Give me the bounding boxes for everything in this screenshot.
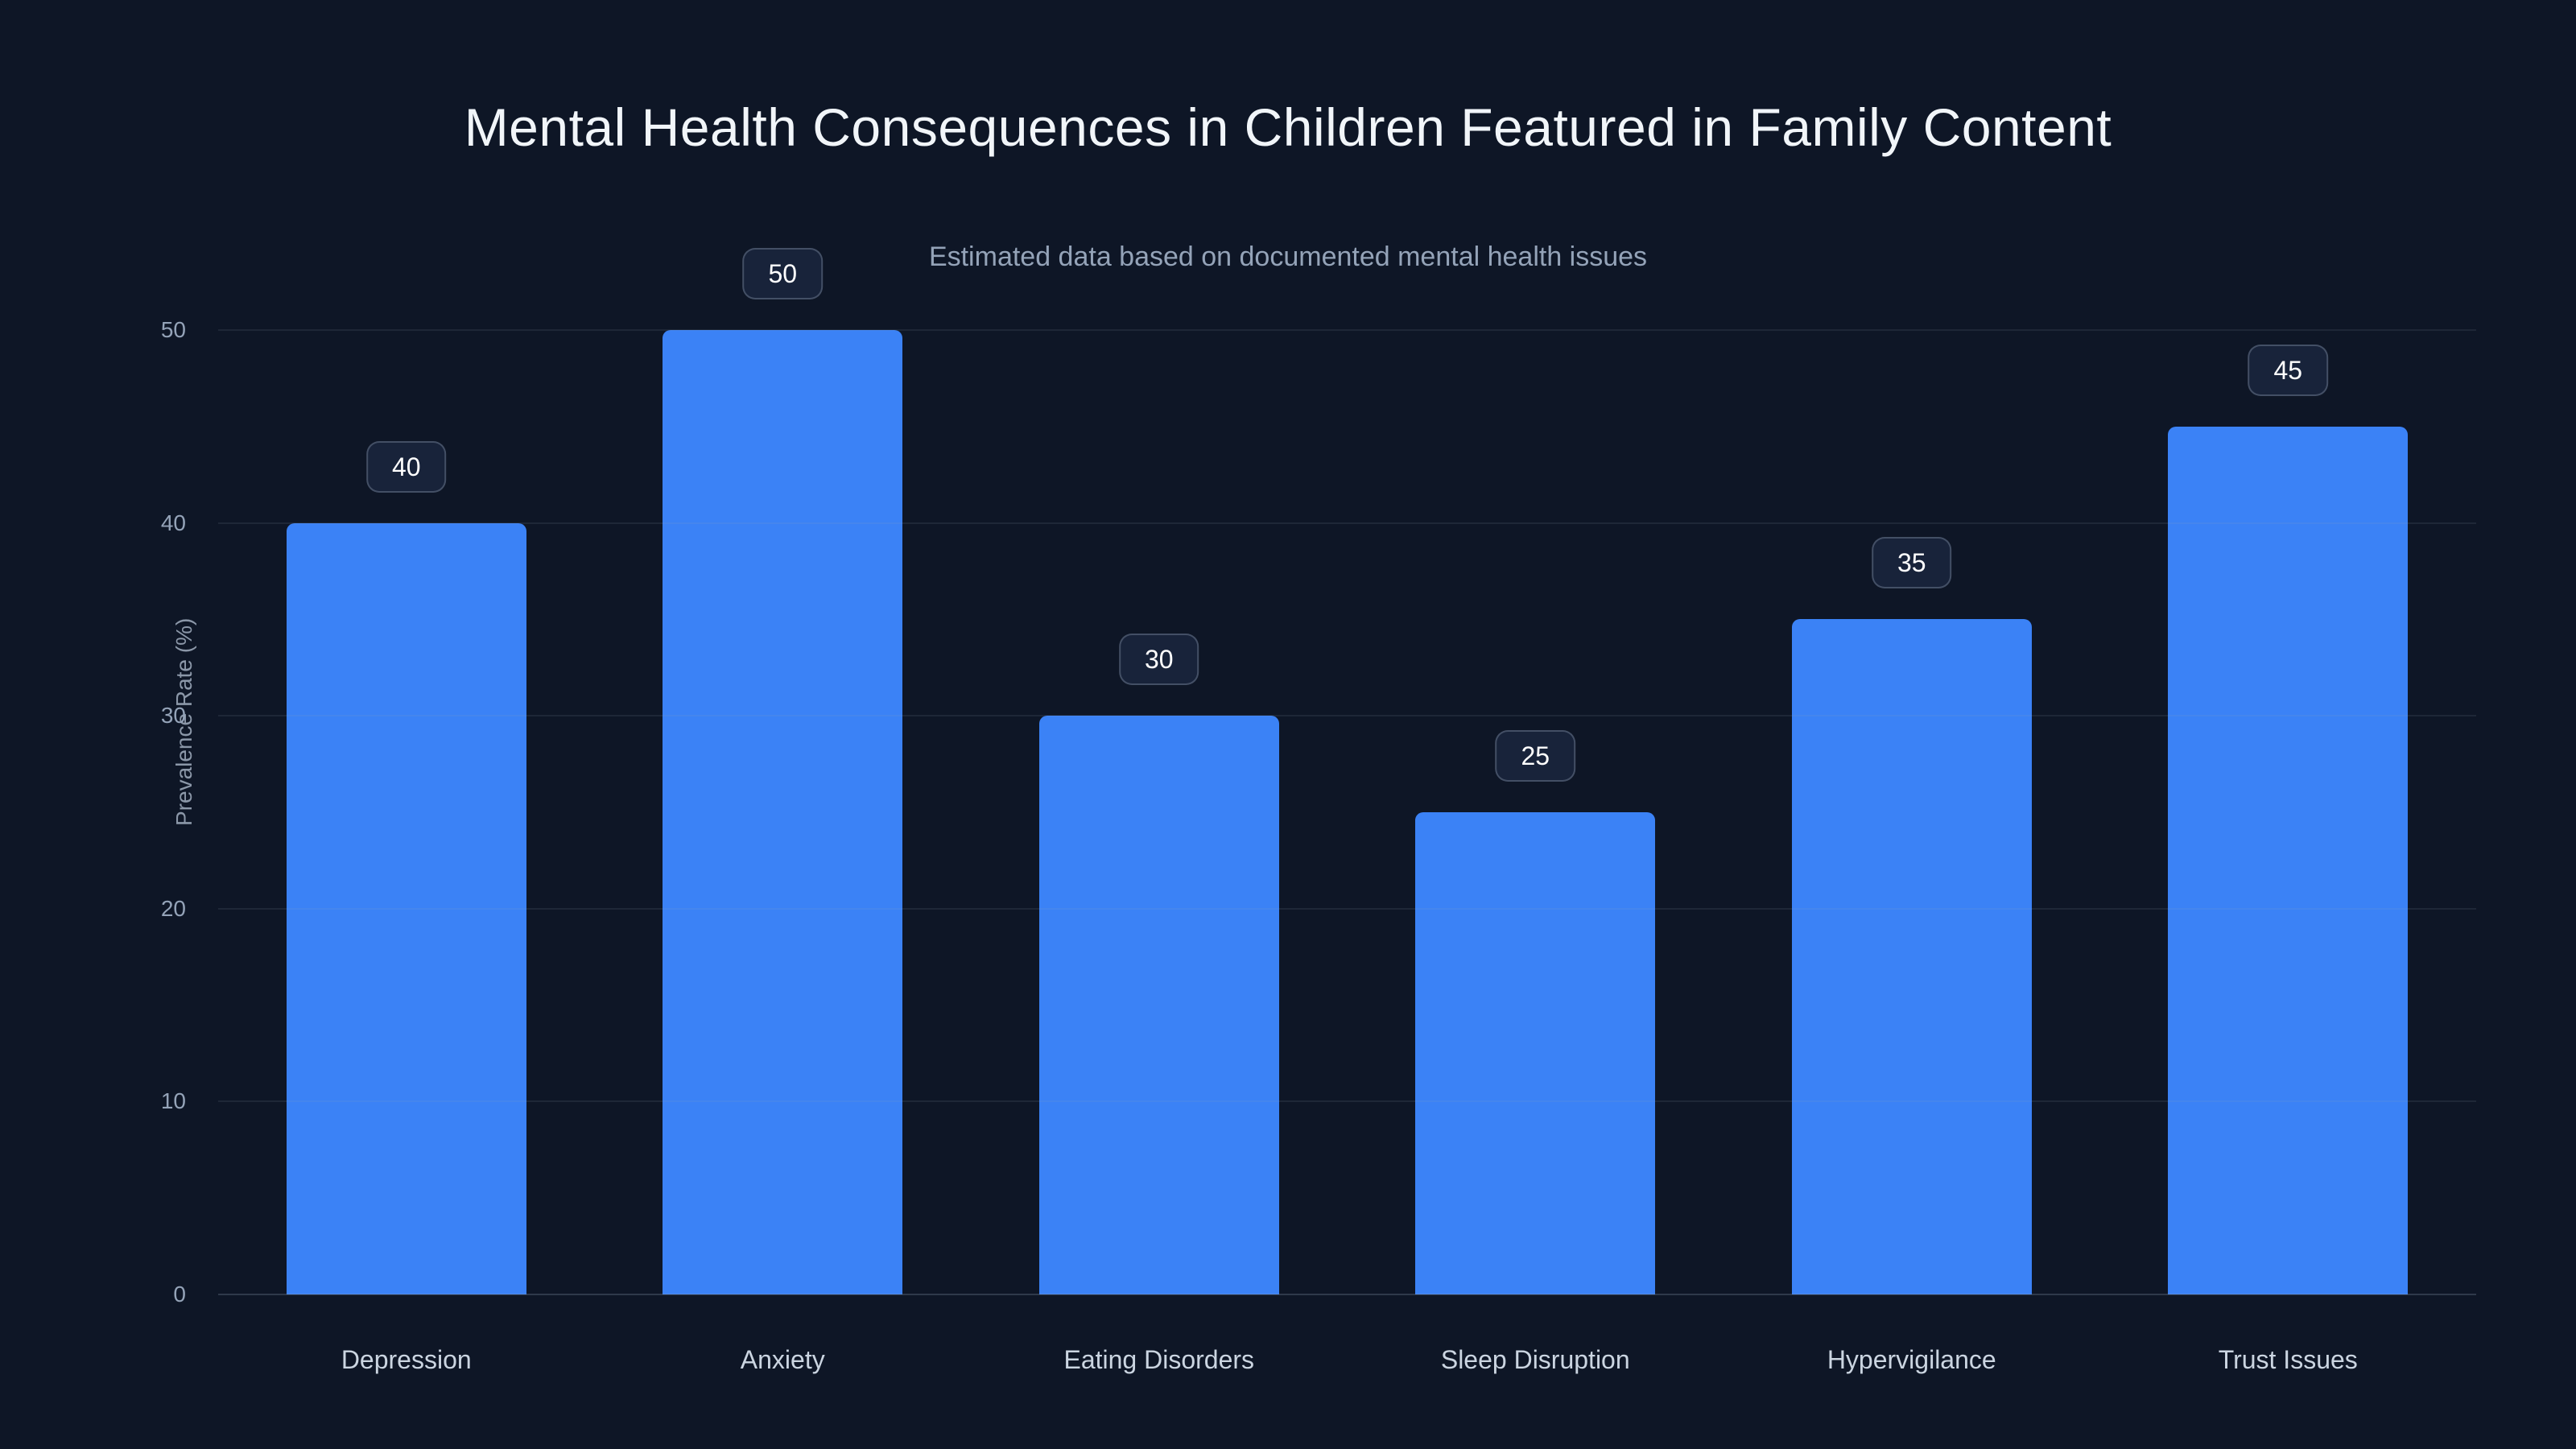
bar-group-trust-issues: 45 Trust Issues bbox=[2100, 330, 2477, 1374]
bar-value-badge-depression: 40 bbox=[365, 440, 447, 493]
bar-group-anxiety: 50 Anxiety bbox=[595, 248, 972, 1374]
bar-depression[interactable] bbox=[286, 522, 526, 1294]
y-tick-label-30: 30 bbox=[160, 703, 186, 729]
x-axis-label-depression: Depression bbox=[341, 1345, 472, 1374]
gridline-30 bbox=[218, 715, 2476, 717]
y-tick-label-40: 40 bbox=[160, 510, 186, 535]
bars-row: 40 Depression 50 Anxiety 30 Eating Disorders 2… bbox=[218, 248, 2477, 1374]
bar-group-depression: 40 Depression bbox=[218, 330, 595, 1374]
bar-value-badge-anxiety: 50 bbox=[742, 248, 824, 299]
gridline-10 bbox=[218, 1100, 2476, 1103]
x-axis-label-anxiety: Anxiety bbox=[740, 1345, 825, 1374]
gridline-0 bbox=[218, 1294, 2476, 1295]
gridline-50 bbox=[218, 329, 2476, 331]
plot-area: 40 Depression 50 Anxiety 30 Eating Disorders 2… bbox=[161, 248, 2477, 1374]
x-axis-label-sleep-disruption: Sleep Disruption bbox=[1440, 1345, 1630, 1374]
bar-value-badge-sleep-disruption: 25 bbox=[1495, 730, 1576, 782]
bar-sleep-disruption[interactable] bbox=[1415, 812, 1656, 1294]
x-axis-label-trust-issues: Trust Issues bbox=[2218, 1345, 2358, 1374]
bar-trust-issues[interactable] bbox=[2168, 426, 2409, 1294]
chart-title: Mental Health Consequences in Children F… bbox=[464, 97, 2112, 157]
gridline-40 bbox=[218, 522, 2476, 524]
x-axis-label-eating-disorders: Eating Disorders bbox=[1063, 1345, 1255, 1374]
gridline-20 bbox=[218, 907, 2476, 910]
bar-group-hypervigilance: 35 Hypervigilance bbox=[1724, 330, 2100, 1374]
y-tick-label-20: 20 bbox=[160, 895, 186, 921]
bar-value-badge-trust-issues: 45 bbox=[2248, 344, 2329, 396]
bar-value-badge-hypervigilance: 35 bbox=[1871, 537, 1952, 589]
x-axis-label-hypervigilance: Hypervigilance bbox=[1827, 1345, 1996, 1374]
bar-anxiety[interactable] bbox=[663, 330, 903, 1294]
y-tick-label-10: 10 bbox=[160, 1088, 186, 1114]
y-tick-label-50: 50 bbox=[160, 317, 186, 342]
y-tick-label-0: 0 bbox=[173, 1282, 186, 1307]
bar-group-eating-disorders: 30 Eating Disorders bbox=[971, 330, 1348, 1374]
bar-value-badge-eating-disorders: 30 bbox=[1118, 634, 1199, 686]
bar-eating-disorders[interactable] bbox=[1038, 716, 1279, 1294]
bar-hypervigilance[interactable] bbox=[1791, 619, 2032, 1294]
bar-group-sleep-disruption: 25 Sleep Disruption bbox=[1348, 330, 1724, 1374]
chart-subtitle: Estimated data based on documented menta… bbox=[928, 242, 1648, 272]
